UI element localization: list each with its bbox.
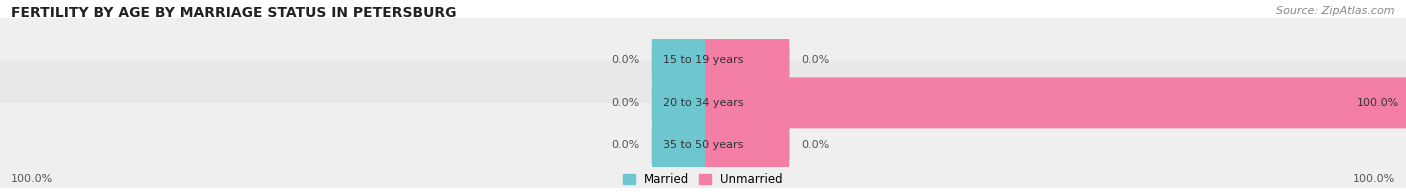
Text: 0.0%: 0.0% <box>801 140 830 150</box>
Text: 15 to 19 years: 15 to 19 years <box>662 55 744 65</box>
Legend: Married, Unmarried: Married, Unmarried <box>623 173 783 186</box>
Text: 0.0%: 0.0% <box>612 98 640 108</box>
Text: 0.0%: 0.0% <box>612 55 640 65</box>
Text: 0.0%: 0.0% <box>612 140 640 150</box>
FancyBboxPatch shape <box>700 35 790 86</box>
FancyBboxPatch shape <box>700 77 1406 128</box>
Text: 100.0%: 100.0% <box>11 174 53 184</box>
Text: Source: ZipAtlas.com: Source: ZipAtlas.com <box>1277 6 1395 16</box>
FancyBboxPatch shape <box>700 120 790 171</box>
Text: FERTILITY BY AGE BY MARRIAGE STATUS IN PETERSBURG: FERTILITY BY AGE BY MARRIAGE STATUS IN P… <box>11 6 457 20</box>
FancyBboxPatch shape <box>652 120 706 171</box>
Text: 35 to 50 years: 35 to 50 years <box>662 140 744 150</box>
Text: 20 to 34 years: 20 to 34 years <box>662 98 744 108</box>
Text: 0.0%: 0.0% <box>801 55 830 65</box>
Text: 100.0%: 100.0% <box>1357 98 1399 108</box>
FancyBboxPatch shape <box>0 18 1406 103</box>
FancyBboxPatch shape <box>652 35 706 86</box>
FancyBboxPatch shape <box>0 60 1406 145</box>
Text: 100.0%: 100.0% <box>1353 174 1395 184</box>
FancyBboxPatch shape <box>0 103 1406 188</box>
FancyBboxPatch shape <box>652 77 706 128</box>
